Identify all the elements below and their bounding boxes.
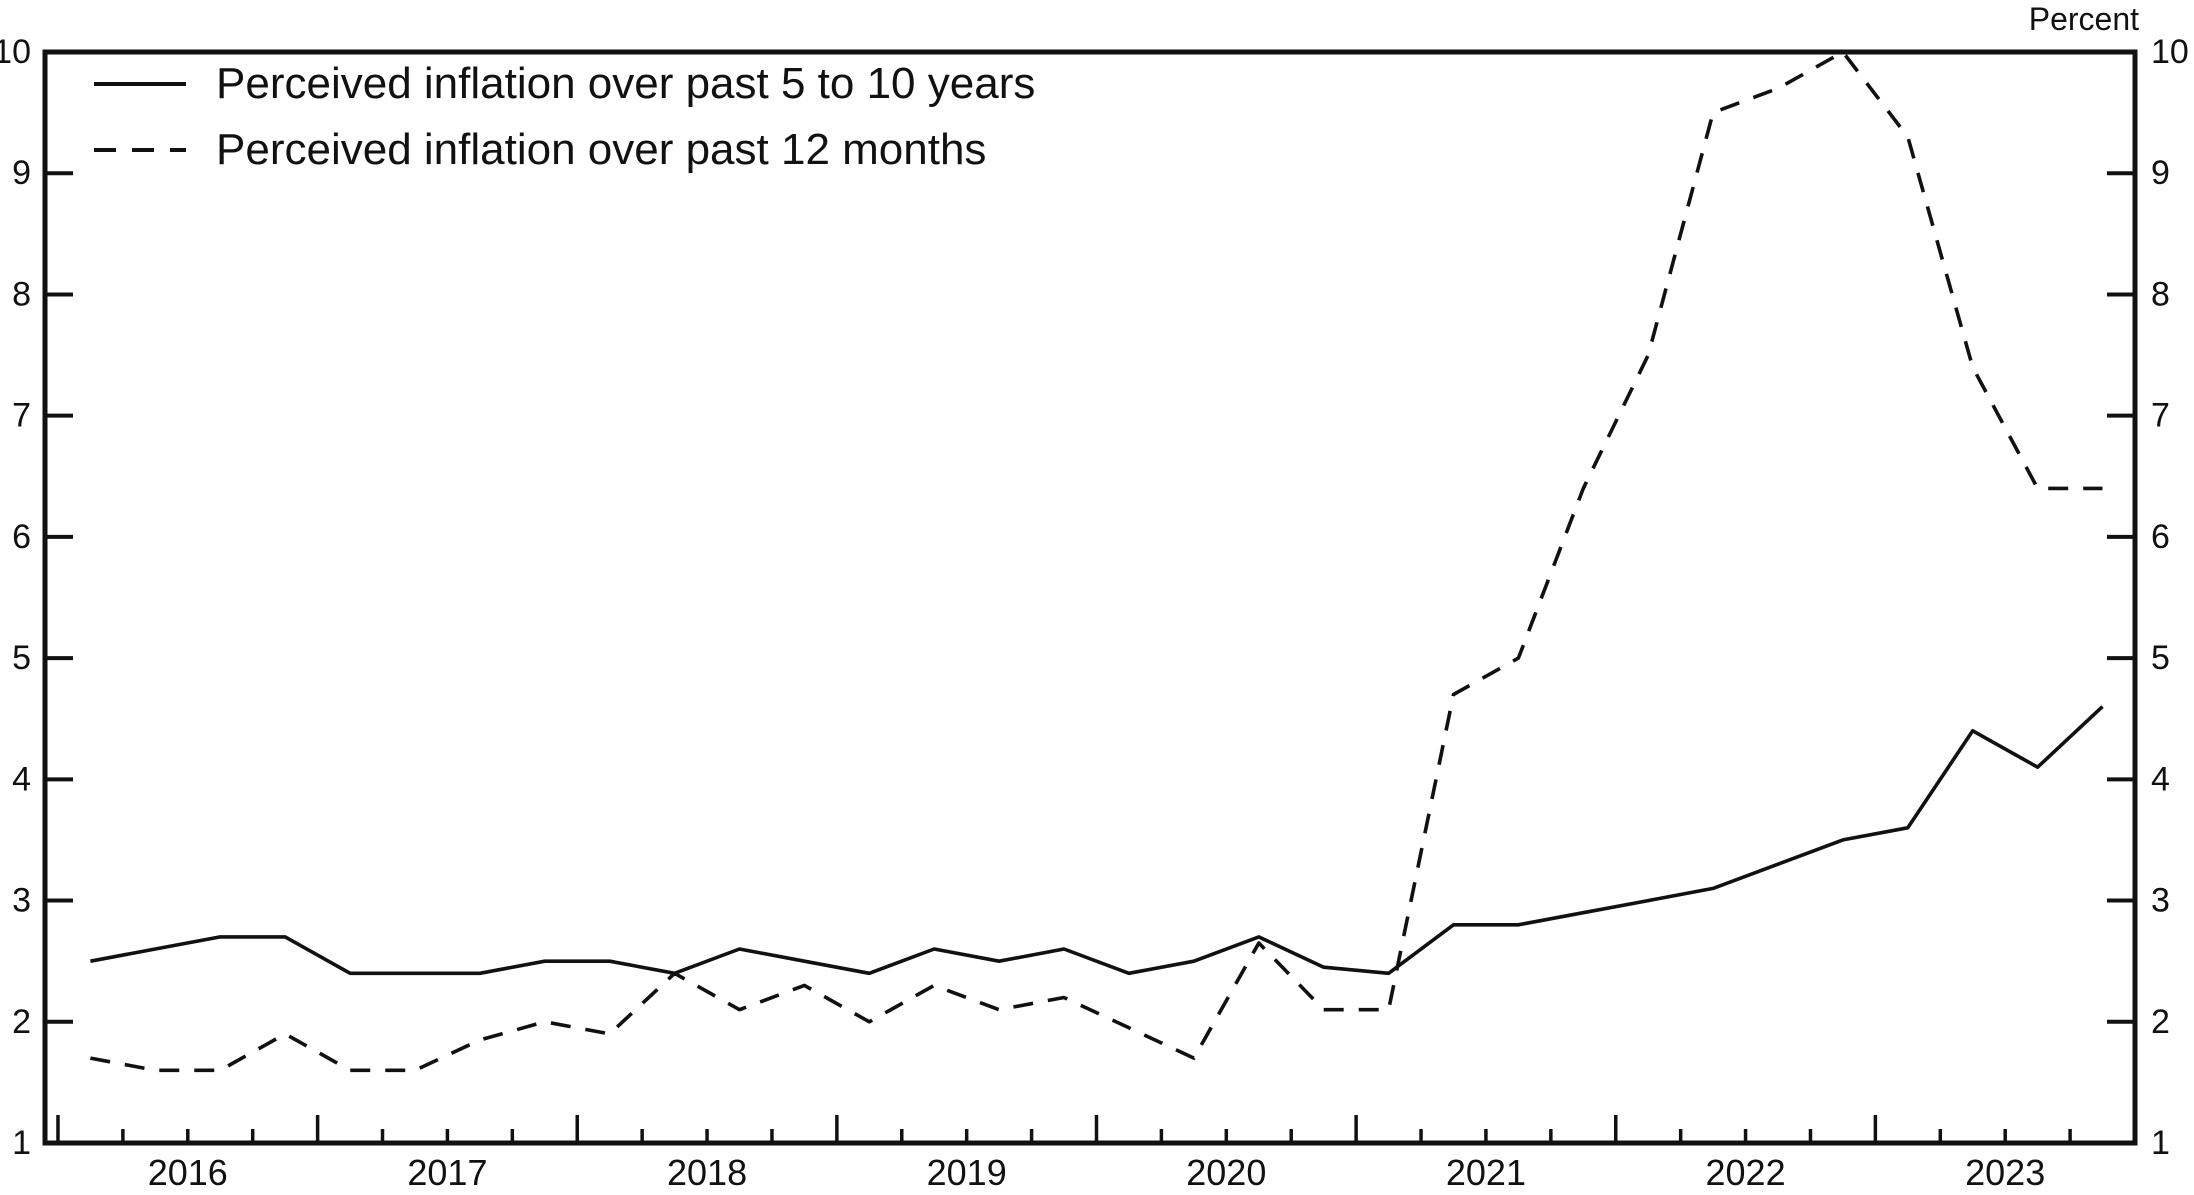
plot-frame (42, 49, 2138, 1146)
x-axis-year-label: 2021 (1446, 1152, 1526, 1193)
solid-line-sample-icon (94, 82, 186, 86)
y-tick-label-right: 10 (2151, 33, 2189, 71)
y-tick-label-left: 6 (12, 518, 31, 556)
y-tick-label-right: 1 (2151, 1124, 2170, 1162)
y-tick-label-right: 6 (2151, 518, 2170, 556)
legend-label: Perceived inflation over past 12 months (216, 125, 987, 174)
x-axis-year-label: 2023 (1965, 1152, 2045, 1193)
x-axis-year-label: 2018 (667, 1152, 747, 1193)
series-line-5to10yr (90, 705, 2104, 976)
y-tick-label-left: 5 (12, 639, 31, 677)
y-tick-label-left: 3 (12, 882, 31, 920)
x-axis-year-label: 2022 (1706, 1152, 1786, 1193)
x-axis-year-label: 2017 (407, 1152, 487, 1193)
legend-item-5to10yr: Perceived inflation over past 5 to 10 ye… (92, 58, 1035, 110)
y-tick-label-right: 3 (2151, 882, 2170, 920)
y-tick-label-left: 8 (12, 275, 31, 313)
series-line-12mo (90, 50, 2103, 1073)
x-axis-year-label: 2020 (1186, 1152, 1266, 1193)
y-tick-label-left: 9 (12, 154, 31, 192)
y-tick-label-right: 4 (2151, 760, 2170, 798)
y-tick-label-right: 5 (2151, 639, 2170, 677)
y-tick-label-left: 7 (12, 397, 31, 435)
axis-unit-label: Percent (2029, 1, 2139, 37)
dashed-line-sample-icon (94, 148, 186, 152)
legend-label: Perceived inflation over past 5 to 10 ye… (216, 59, 1036, 108)
y-tick-label-left: 1 (12, 1124, 31, 1162)
legend-item-12mo: Perceived inflation over past 12 months (92, 124, 1035, 176)
x-axis-year-label: 2016 (148, 1152, 228, 1193)
x-axis-year-label: 2019 (927, 1152, 1007, 1193)
chart-legend: Perceived inflation over past 5 to 10 ye… (92, 58, 1035, 176)
y-tick-label-left: 4 (12, 760, 31, 798)
y-tick-label-right: 7 (2151, 397, 2170, 435)
y-tick-label-left: 2 (12, 1003, 31, 1041)
y-tick-label-right: 8 (2151, 275, 2170, 313)
y-tick-label-left: 10 (0, 33, 31, 71)
y-tick-label-right: 2 (2151, 1003, 2170, 1041)
y-tick-label-right: 9 (2151, 154, 2170, 192)
